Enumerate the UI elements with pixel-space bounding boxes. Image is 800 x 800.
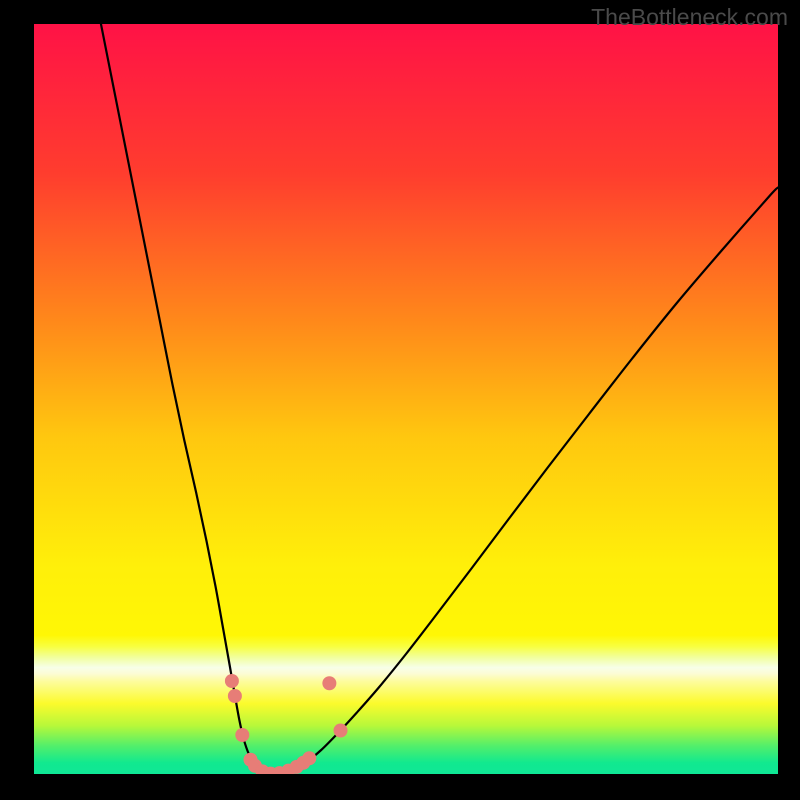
data-marker (235, 728, 249, 742)
watermark-label: TheBottleneck.com (591, 4, 788, 31)
data-marker (322, 676, 336, 690)
gradient-background (34, 24, 778, 774)
chart-stage: TheBottleneck.com (0, 0, 800, 800)
data-marker (225, 674, 239, 688)
data-marker (228, 689, 242, 703)
data-marker (334, 724, 348, 738)
data-marker (302, 751, 316, 765)
plot-area (34, 24, 778, 781)
bottleneck-chart (0, 0, 800, 800)
